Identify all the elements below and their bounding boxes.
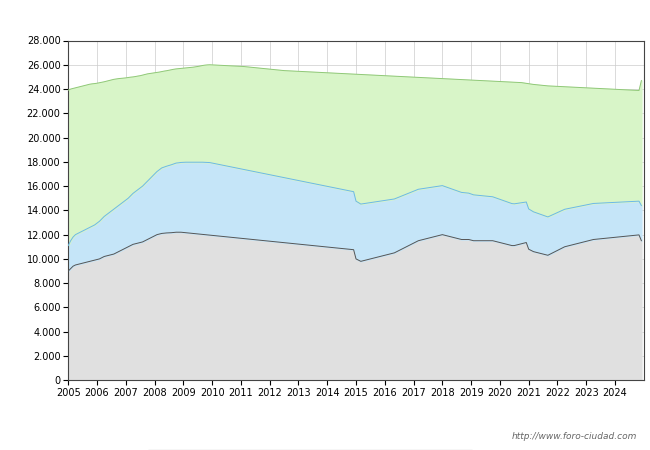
Text: Narón - Evolucion de la poblacion en edad de Trabajar Noviembre de 2024: Narón - Evolucion de la poblacion en eda…: [47, 13, 603, 26]
Text: http://www.foro-ciudad.com: http://www.foro-ciudad.com: [512, 432, 637, 441]
